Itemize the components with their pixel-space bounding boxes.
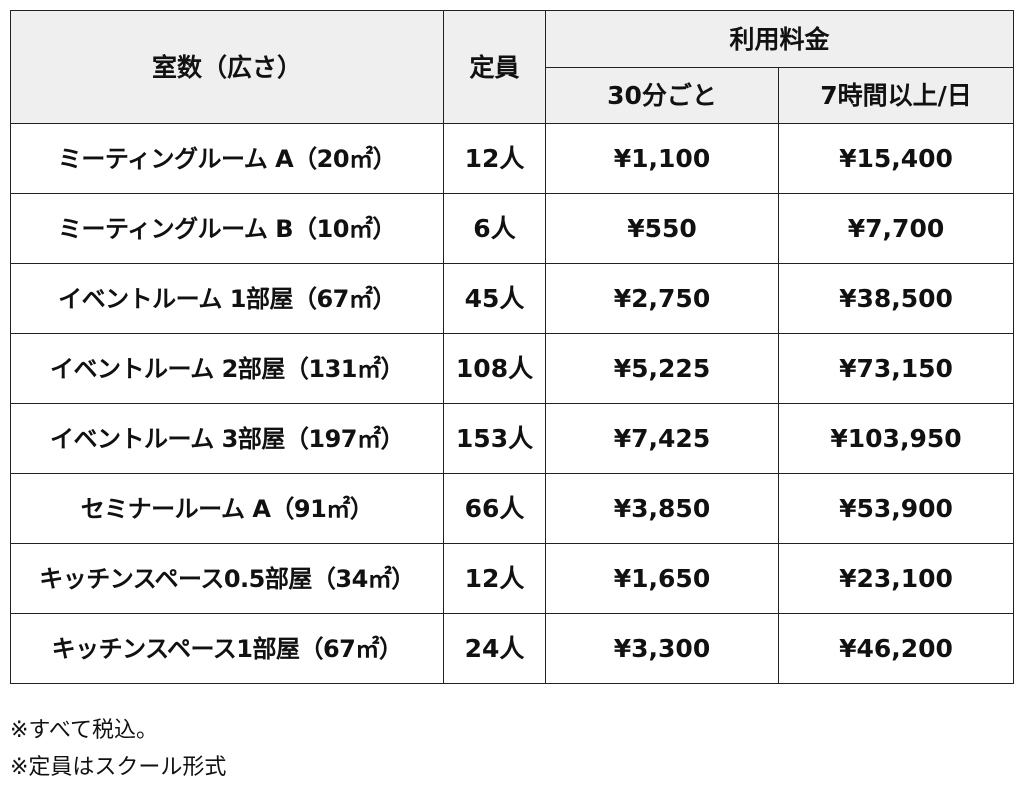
footnote-tax: ※すべて税込。 [10, 718, 159, 743]
table-row: ミーティングルーム B（10㎡） 6人 ¥550 ¥7,700 [10, 193, 1015, 264]
room-name: セミナールーム A（91㎡） [10, 473, 444, 544]
table-header: 室数（広さ） 定員 利用料金 30分ごと 7時間以上/日 [10, 10, 1015, 124]
header-capacity: 定員 [443, 10, 546, 124]
room-name: イベントルーム 3部屋（197㎡） [10, 403, 444, 474]
room-name: ミーティングルーム B（10㎡） [10, 193, 444, 264]
footnotes: ※すべて税込。 ※定員はスクール形式 [10, 712, 226, 786]
table-row: イベントルーム 2部屋（131㎡） 108人 ¥5,225 ¥73,150 [10, 333, 1015, 404]
room-name: ミーティングルーム A（20㎡） [10, 123, 444, 194]
table-row: イベントルーム 3部屋（197㎡） 153人 ¥7,425 ¥103,950 [10, 403, 1015, 474]
table-row: ミーティングルーム A（20㎡） 12人 ¥1,100 ¥15,400 [10, 123, 1015, 194]
daily-price-cell: ¥103,950 [777, 403, 1015, 474]
daily-price-cell: ¥46,200 [777, 613, 1015, 684]
daily-price-cell: ¥73,150 [777, 333, 1015, 404]
daily-price-cell: ¥23,100 [777, 543, 1015, 614]
header-fee: 利用料金 [544, 10, 1015, 68]
room-name: キッチンスペース0.5部屋（34㎡） [10, 543, 444, 614]
table-row: セミナールーム A（91㎡） 66人 ¥3,850 ¥53,900 [10, 473, 1015, 544]
table-row: キッチンスペース1部屋（67㎡） 24人 ¥3,300 ¥46,200 [10, 613, 1015, 684]
capacity-cell: 12人 [443, 543, 546, 614]
daily-price-cell: ¥53,900 [777, 473, 1015, 544]
table-row: キッチンスペース0.5部屋（34㎡） 12人 ¥1,650 ¥23,100 [10, 543, 1015, 614]
header-daily: 7時間以上/日 [777, 67, 1015, 124]
room-name: キッチンスペース1部屋（67㎡） [10, 613, 444, 684]
per30-price-cell: ¥5,225 [545, 333, 779, 404]
capacity-cell: 153人 [443, 403, 546, 474]
per30-price-cell: ¥1,650 [545, 543, 779, 614]
capacity-cell: 66人 [443, 473, 546, 544]
pricing-table: 室数（広さ） 定員 利用料金 30分ごと 7時間以上/日 ミーティングルーム A… [10, 10, 1015, 684]
per30-price-cell: ¥3,300 [545, 613, 779, 684]
capacity-cell: 6人 [443, 193, 546, 264]
capacity-cell: 24人 [443, 613, 546, 684]
header-per30: 30分ごと [545, 67, 779, 124]
per30-price-cell: ¥3,850 [545, 473, 779, 544]
per30-price-cell: ¥2,750 [545, 263, 779, 334]
capacity-cell: 108人 [443, 333, 546, 404]
per30-price-cell: ¥1,100 [545, 123, 779, 194]
per30-price-cell: ¥550 [545, 193, 779, 264]
daily-price-cell: ¥38,500 [777, 263, 1015, 334]
capacity-cell: 45人 [443, 263, 546, 334]
footnote-capacity: ※定員はスクール形式 [10, 755, 227, 780]
table-row: イベントルーム 1部屋（67㎡） 45人 ¥2,750 ¥38,500 [10, 263, 1015, 334]
per30-price-cell: ¥7,425 [545, 403, 779, 474]
daily-price-cell: ¥7,700 [777, 193, 1015, 264]
capacity-cell: 12人 [443, 123, 546, 194]
daily-price-cell: ¥15,400 [777, 123, 1015, 194]
header-rooms: 室数（広さ） [10, 10, 444, 124]
room-name: イベントルーム 1部屋（67㎡） [10, 263, 444, 334]
room-name: イベントルーム 2部屋（131㎡） [10, 333, 444, 404]
